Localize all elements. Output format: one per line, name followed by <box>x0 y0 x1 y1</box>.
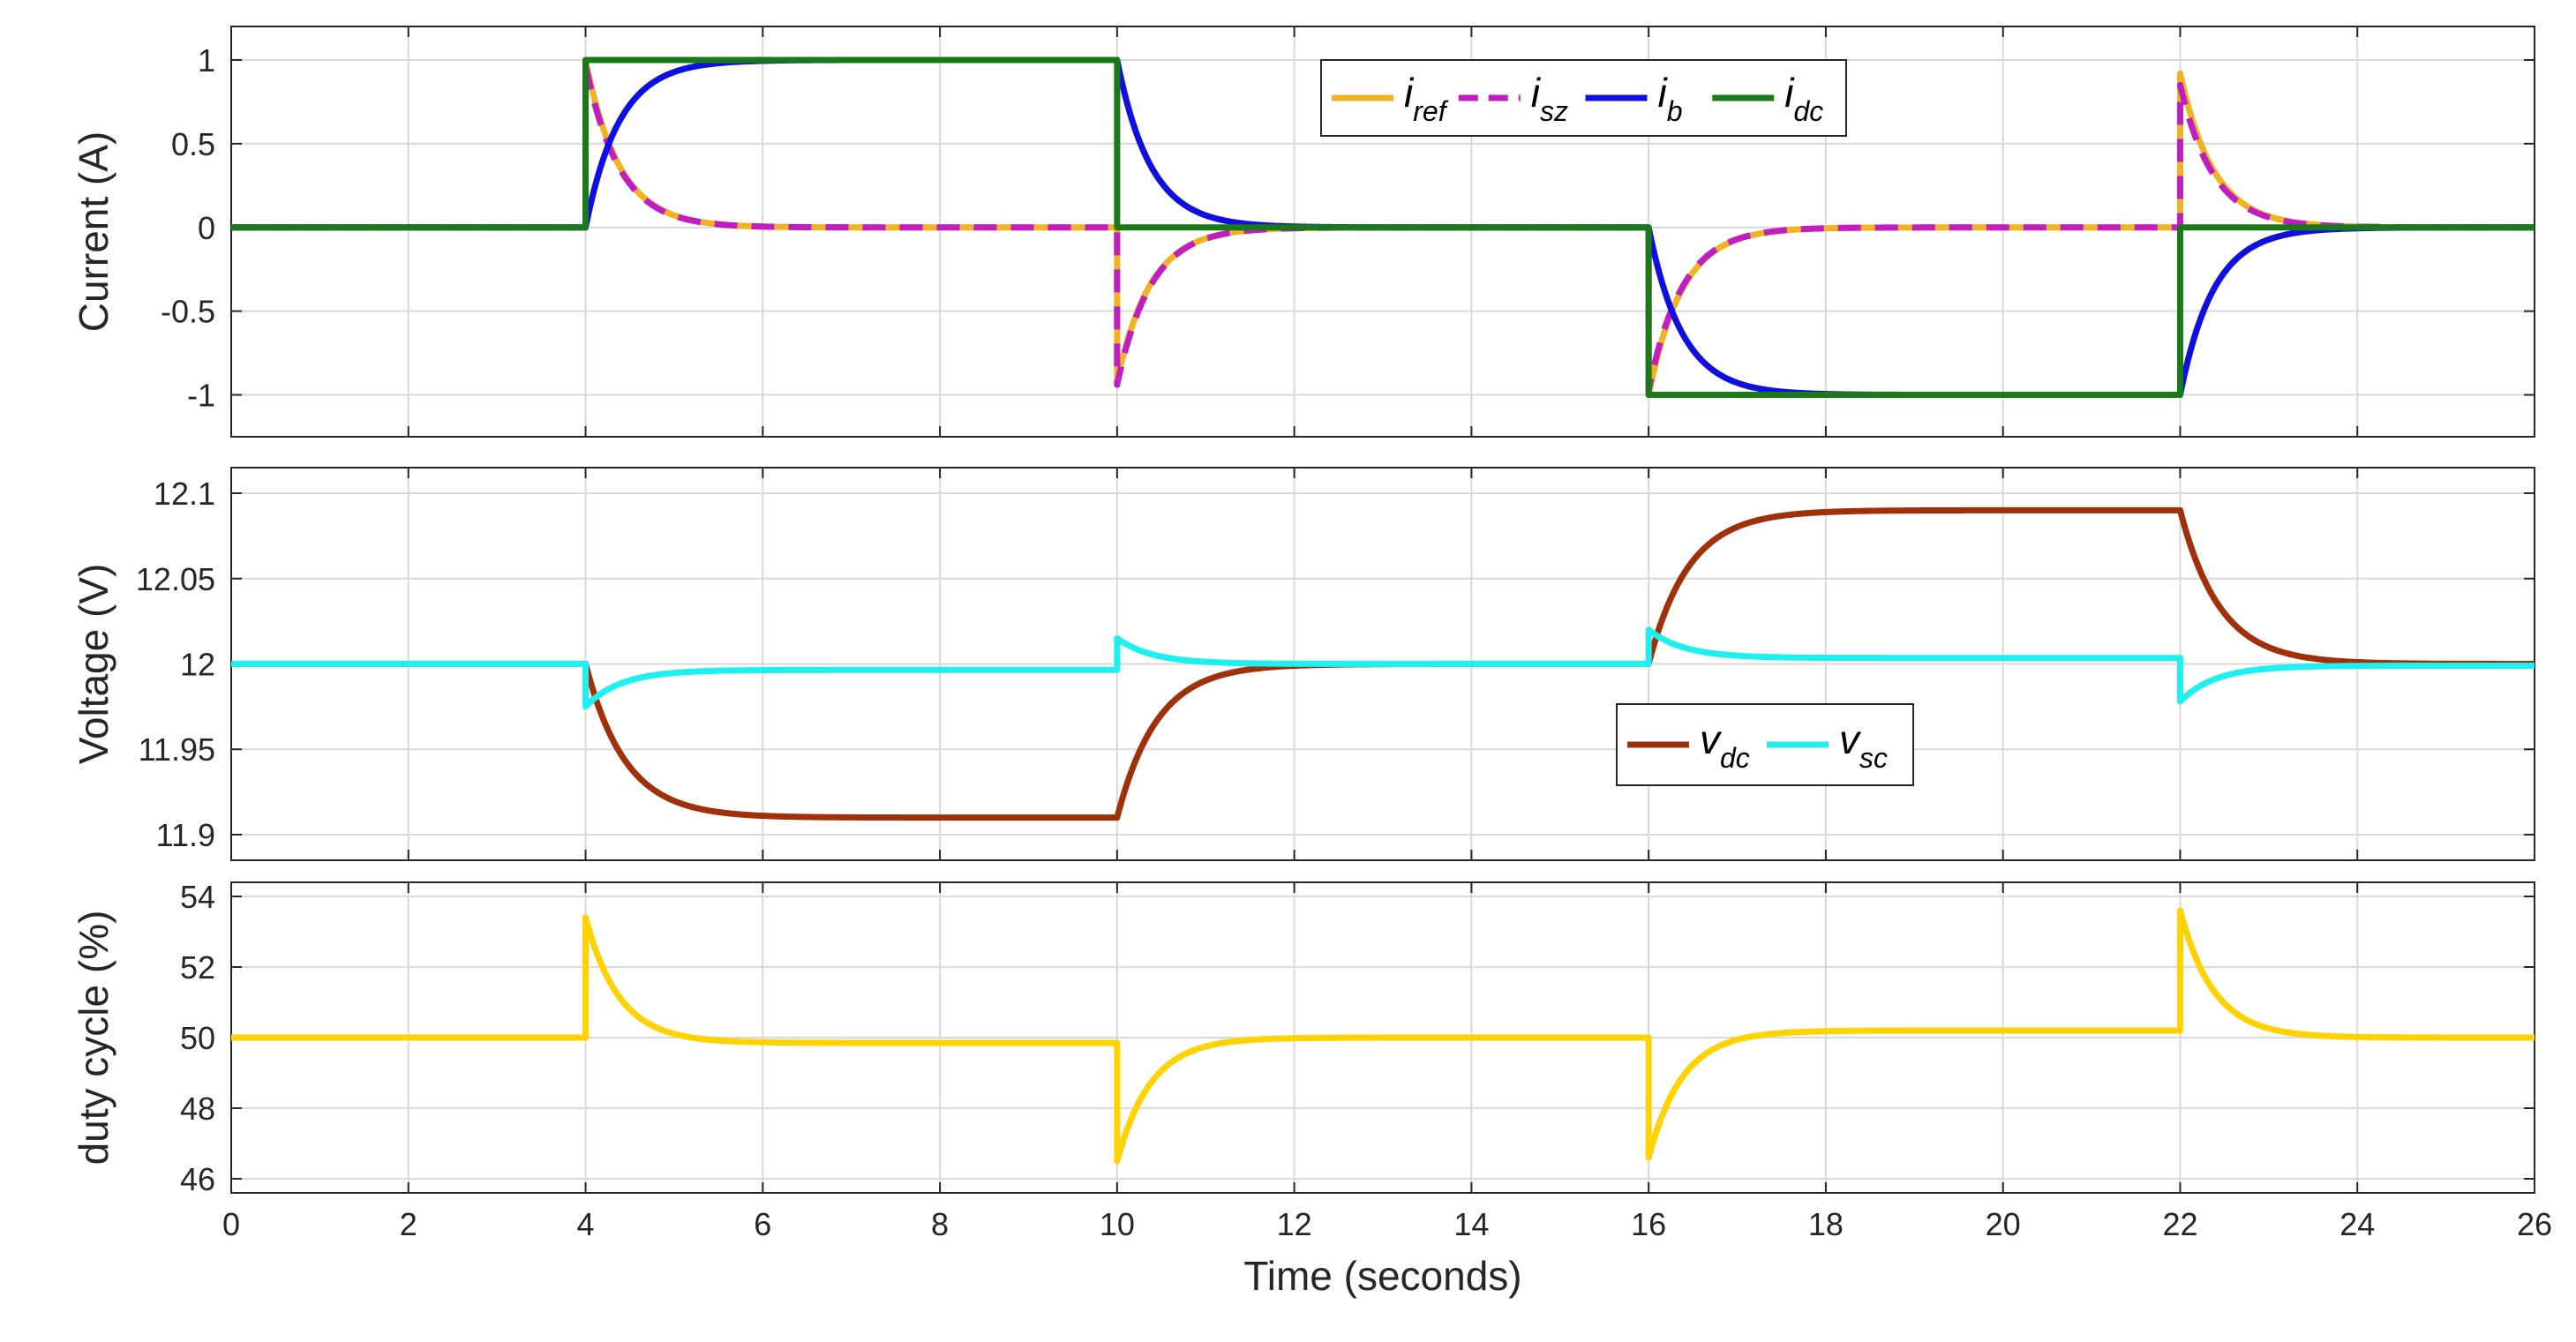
x-tick-label: 18 <box>1808 1206 1844 1242</box>
x-tick-label: 24 <box>2339 1206 2375 1242</box>
series-group <box>231 56 2535 399</box>
x-tick-label: 20 <box>1986 1206 2021 1242</box>
legend: vdc vsc <box>1616 703 1914 786</box>
series-line-duty <box>231 907 2535 1165</box>
series-group <box>231 506 2535 821</box>
x-tick-label: 0 <box>222 1206 240 1242</box>
series-line-v-sc <box>231 626 2535 710</box>
panel-1: -1 -0.5 0 0.5 1 Current (A) iref isz ib idc <box>71 26 2535 438</box>
x-tick-label: 8 <box>931 1206 949 1242</box>
x-tick-label: 12 <box>1277 1206 1312 1242</box>
legend-label: ib <box>1658 70 1683 127</box>
y-tick-label: 11.9 <box>156 817 215 853</box>
x-tick-label: 6 <box>754 1206 771 1242</box>
x-axis-label: Time (seconds) <box>1243 1253 1521 1299</box>
x-tick-label: 26 <box>2517 1206 2552 1242</box>
x-tick-label: 10 <box>1100 1206 1135 1242</box>
legend-label: idc <box>1784 70 1823 127</box>
y-tick-label: 0 <box>198 210 215 246</box>
x-tick-label: 4 <box>577 1206 595 1242</box>
y-axis-label: Current (A) <box>71 131 116 332</box>
legend-label: isz <box>1531 70 1568 127</box>
y-tick-label: -1 <box>187 378 215 414</box>
y-axis-label: duty cycle (%) <box>71 911 116 1166</box>
series-group <box>231 907 2535 1165</box>
y-axis-label: Voltage (V) <box>71 564 116 765</box>
y-tick-label: 46 <box>180 1161 215 1197</box>
x-tick-label: 16 <box>1631 1206 1666 1242</box>
x-tick-label: 14 <box>1453 1206 1489 1242</box>
y-tick-label: 12.05 <box>136 561 215 597</box>
legend: iref isz ib idc <box>1320 59 1847 137</box>
series-line-i-sz <box>231 62 2535 394</box>
x-tick-label: 2 <box>400 1206 417 1242</box>
y-tick-label: 48 <box>180 1091 215 1127</box>
y-tick-label: 52 <box>180 949 215 986</box>
y-tick-label: 0.5 <box>171 126 215 162</box>
legend-label: iref <box>1404 70 1449 127</box>
y-tick-label: 50 <box>180 1020 215 1056</box>
panel-2: 11.9 11.95 12 12.05 12.1 Voltage (V) vdc vsc <box>71 467 2535 861</box>
legend-label: vsc <box>1839 716 1888 774</box>
y-tick-label: 54 <box>180 879 215 915</box>
series-line-i-dc <box>231 56 2535 399</box>
x-tick-label: 22 <box>2162 1206 2197 1242</box>
y-tick-label: -0.5 <box>161 294 215 330</box>
legend-label: vdc <box>1700 716 1750 774</box>
y-tick-label: 1 <box>198 42 215 79</box>
y-tick-label: 11.95 <box>139 731 215 768</box>
y-tick-label: 12 <box>180 647 215 683</box>
y-tick-label: 12.1 <box>154 476 215 512</box>
